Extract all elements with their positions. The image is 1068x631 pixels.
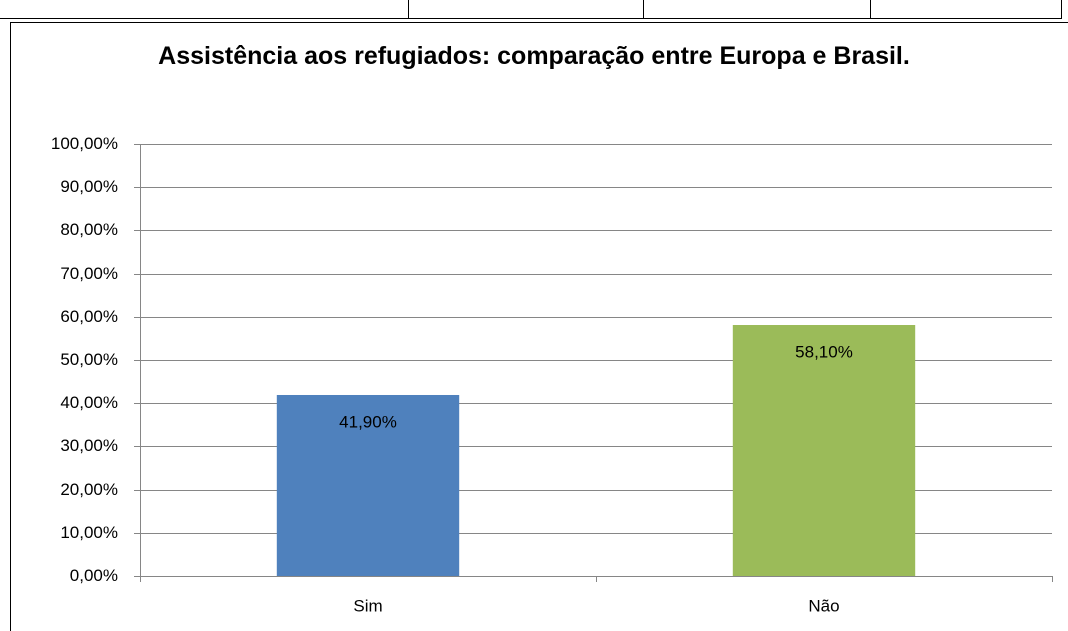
y-tick-label: 90,00% [60,177,118,196]
x-tick-label: Sim [353,596,382,615]
y-tick-label: 60,00% [60,307,118,326]
chart-title: Assistência aos refugiados: comparação e… [158,42,910,70]
y-tick-label: 10,00% [60,523,118,542]
chart-border [10,22,1068,631]
x-tick-label: Não [808,596,839,615]
y-tick-label: 0,00% [70,566,118,585]
y-tick-label: 50,00% [60,350,118,369]
table-fragment [0,0,1062,19]
y-tick-label: 20,00% [60,480,118,499]
bar [732,325,916,576]
data-label: 41,90% [339,412,397,431]
y-tick-label: 70,00% [60,264,118,283]
y-tick-label: 100,00% [51,134,118,153]
y-tick-label: 30,00% [60,436,118,455]
data-label: 58,10% [795,342,853,361]
bar [276,394,460,576]
y-tick-label: 40,00% [60,393,118,412]
y-tick-label: 80,00% [60,220,118,239]
